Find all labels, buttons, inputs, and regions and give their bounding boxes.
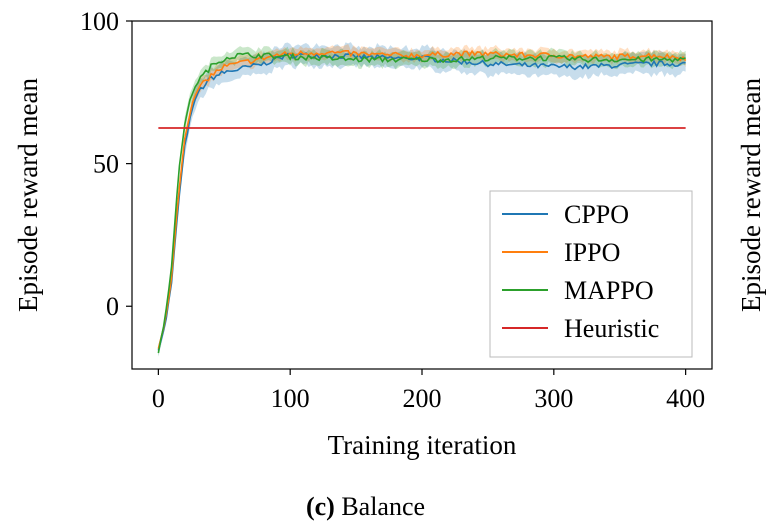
x-axis-label: Training iteration [328, 430, 517, 460]
legend-label-ippo: IPPO [564, 238, 620, 267]
x-axis-ticks: 0 100 200 300 400 [152, 369, 705, 413]
y-tick-label: 100 [80, 7, 119, 36]
x-tick-label: 300 [534, 384, 573, 413]
series-line-ippo [157, 49, 687, 349]
figure-caption: (c) Balance [0, 492, 731, 522]
legend-label-cppo: CPPO [564, 200, 629, 229]
x-tick-label: 100 [271, 384, 310, 413]
x-tick-label: 0 [152, 384, 165, 413]
y-tick-label: 50 [93, 150, 119, 179]
legend-label-mappo: MAPPO [564, 276, 654, 305]
series-line-mappo [157, 52, 686, 354]
legend-box [489, 190, 693, 358]
x-tick-label: 200 [403, 384, 442, 413]
y-axis-ticks: 0 50 100 [80, 7, 132, 321]
caption-label: (c) [305, 492, 335, 521]
series-line-cppo [157, 52, 686, 351]
x-tick-label: 400 [666, 384, 705, 413]
legend: CPPO IPPO MAPPO Heuristic [489, 190, 693, 358]
series-lines [157, 49, 687, 354]
y-tick-label: 0 [106, 292, 119, 321]
y-axis-label: Episode reward mean [13, 78, 43, 312]
legend-label-heuristic: Heuristic [564, 314, 659, 343]
caption-text: Balance [334, 492, 426, 521]
y-axis-label-right: Episode reward mean [736, 78, 766, 312]
plot-area [131, 20, 713, 370]
